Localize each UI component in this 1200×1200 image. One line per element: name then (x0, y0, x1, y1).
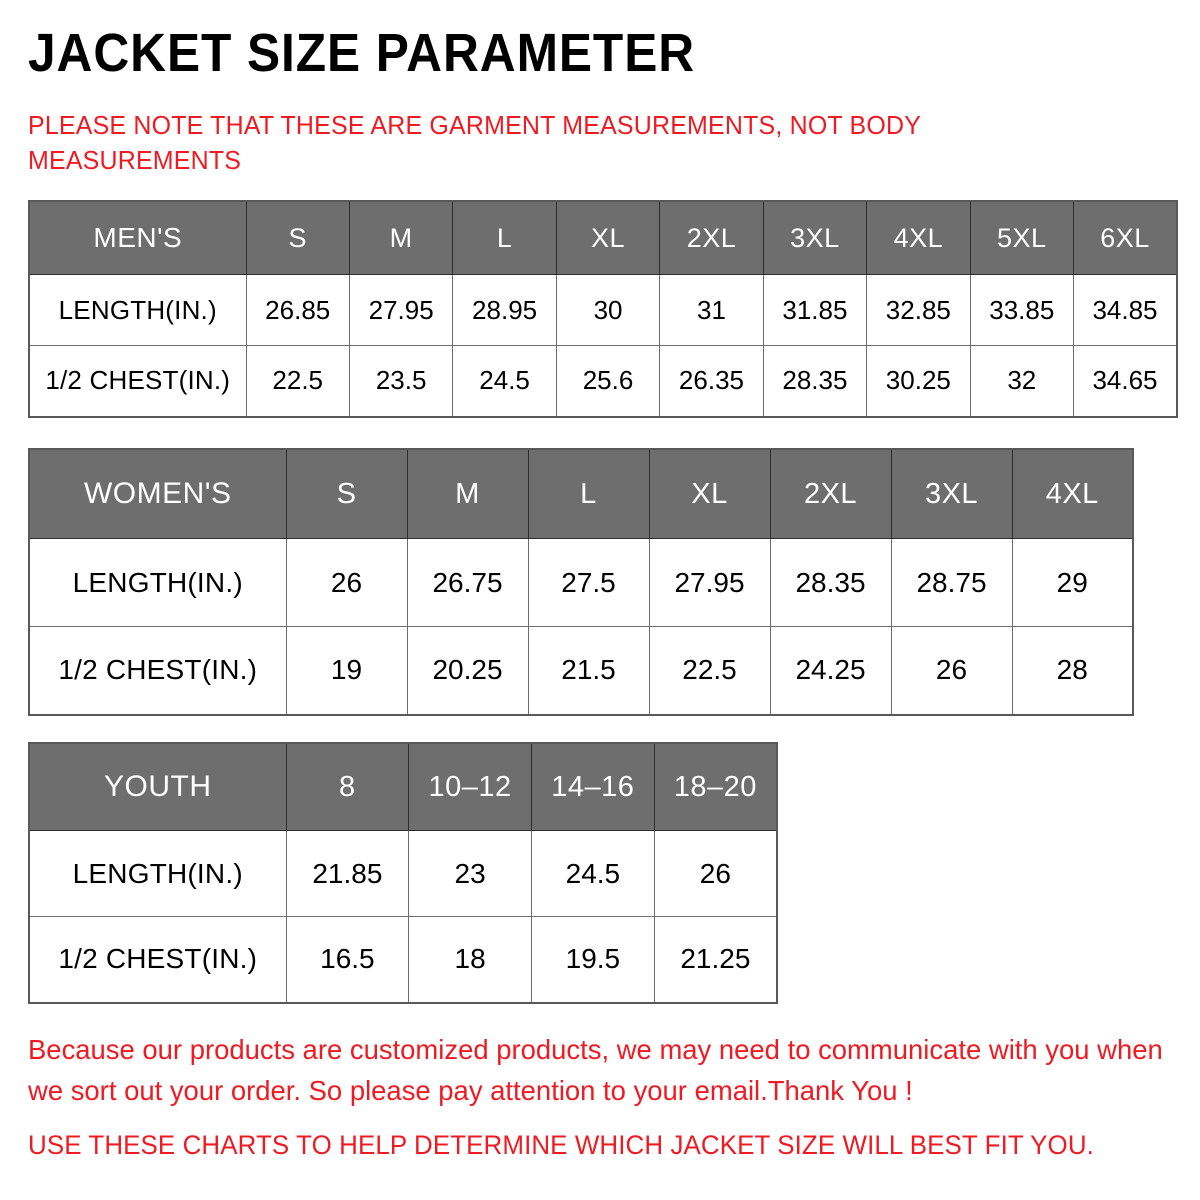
measurement-value: 26.35 (659, 345, 764, 417)
measurement-value: 34.65 (1073, 345, 1178, 417)
measurement-value: 20.25 (406, 626, 529, 715)
measurement-label: 1/2 CHEST(IN.) (28, 916, 287, 1003)
measurement-value: 26.85 (245, 274, 350, 346)
measurement-value: 23.5 (348, 345, 454, 417)
measurement-value: 26.75 (406, 538, 529, 627)
measurement-value: 32.85 (866, 274, 971, 346)
size-header-cell: S (245, 200, 350, 275)
measurement-value: 22.5 (648, 626, 771, 715)
measurement-label: 1/2 CHEST(IN.) (28, 626, 287, 715)
size-header-cell: M (348, 200, 454, 275)
measurement-label: LENGTH(IN.) (28, 274, 247, 346)
youth-size-table: YOUTH 8 10–12 14–16 18–20 LENGTH(IN.) 21.85 23… (28, 742, 778, 1004)
page-title: JACKET SIZE PARAMETER (28, 23, 696, 83)
size-header-cell: 10–12 (408, 742, 532, 831)
measurement-label: LENGTH(IN.) (28, 830, 287, 917)
measurement-value: 24.5 (452, 345, 557, 417)
size-header-cell: M (406, 448, 529, 539)
measurement-value: 22.5 (245, 345, 350, 417)
table-header-row: YOUTH 8 10–12 14–16 18–20 (28, 742, 778, 831)
size-header-cell: 2XL (659, 200, 764, 275)
measurement-value: 28.75 (890, 538, 1013, 627)
table-row: LENGTH(IN.) 21.85 23 24.5 26 (28, 830, 778, 917)
size-header-cell: 2XL (769, 448, 892, 539)
measurement-value: 28.35 (769, 538, 892, 627)
measurement-value: 30.25 (866, 345, 971, 417)
measurement-value: 19.5 (531, 916, 655, 1003)
size-header-cell: 4XL (1011, 448, 1134, 539)
mens-table-body: LENGTH(IN.) 26.85 27.95 28.95 30 31 31.85 32.85… (28, 274, 1178, 417)
table-row: 1/2 CHEST(IN.) 19 20.25 21.5 22.5 24.25 26 28 (28, 626, 1134, 715)
size-header-cell: 18–20 (653, 742, 778, 831)
youth-table-head: YOUTH 8 10–12 14–16 18–20 (28, 742, 778, 831)
measurement-value: 31 (659, 274, 764, 346)
womens-table-body: LENGTH(IN.) 26 26.75 27.5 27.95 28.35 28.75 29 1… (28, 538, 1134, 715)
table-title-women-s: WOMEN'S (28, 448, 287, 539)
measurement-value: 32 (969, 345, 1075, 417)
garment-measurement-note: PLEASE NOTE THAT THESE ARE GARMENT MEASU… (28, 110, 921, 175)
measurement-value: 27.95 (648, 538, 771, 627)
measurement-value: 29 (1011, 538, 1134, 627)
measurement-value: 28 (1011, 626, 1134, 715)
measurement-value: 27.5 (527, 538, 650, 627)
measurement-value: 34.85 (1073, 274, 1178, 346)
size-header-cell: L (452, 200, 557, 275)
size-header-cell: XL (648, 448, 771, 539)
measurement-value: 33.85 (969, 274, 1075, 346)
size-header-cell: 14–16 (531, 742, 655, 831)
table-header-row: WOMEN'S S M L XL 2XL 3XL 4XL (28, 448, 1134, 539)
youth-table-body: LENGTH(IN.) 21.85 23 24.5 26 1/2 CHEST(IN.) 16… (28, 830, 778, 1003)
measurement-label: LENGTH(IN.) (28, 538, 287, 627)
measurement-value: 30 (555, 274, 661, 346)
mens-table-head: MEN'S S M L XL 2XL 3XL 4XL 5XL 6XL (28, 200, 1178, 275)
size-header-cell: 6XL (1073, 200, 1178, 275)
measurement-value: 19 (285, 626, 408, 715)
measurement-value: 28.35 (762, 345, 868, 417)
measurement-value: 25.6 (555, 345, 661, 417)
size-header-cell: 5XL (969, 200, 1075, 275)
table-header-row: MEN'S S M L XL 2XL 3XL 4XL 5XL 6XL (28, 200, 1178, 275)
table-row: 1/2 CHEST(IN.) 22.5 23.5 24.5 25.6 26.35 28.35… (28, 345, 1178, 417)
measurement-value: 21.85 (285, 830, 410, 917)
measurement-value: 31.85 (762, 274, 868, 346)
womens-table-head: WOMEN'S S M L XL 2XL 3XL 4XL (28, 448, 1134, 539)
table-title-men-s: MEN'S (28, 200, 247, 275)
measurement-value: 26 (890, 626, 1013, 715)
womens-size-table: WOMEN'S S M L XL 2XL 3XL 4XL LENGTH(IN.) 26 26.75… (28, 448, 1134, 716)
measurement-value: 26 (285, 538, 408, 627)
size-header-cell: S (285, 448, 408, 539)
size-header-cell: XL (555, 200, 661, 275)
measurement-value: 21.25 (653, 916, 778, 1003)
measurement-value: 27.95 (348, 274, 454, 346)
table-row: LENGTH(IN.) 26.85 27.95 28.95 30 31 31.85 32.85… (28, 274, 1178, 346)
size-header-cell: 3XL (890, 448, 1013, 539)
table-row: 1/2 CHEST(IN.) 16.5 18 19.5 21.25 (28, 916, 778, 1003)
size-header-cell: 3XL (762, 200, 868, 275)
measurement-value: 23 (408, 830, 532, 917)
size-header-cell: 4XL (866, 200, 971, 275)
measurement-value: 24.5 (531, 830, 655, 917)
table-title-youth: YOUTH (28, 742, 287, 831)
mens-size-table: MEN'S S M L XL 2XL 3XL 4XL 5XL 6XL LENGTH(IN.) 26.… (28, 200, 1178, 418)
measurement-value: 16.5 (285, 916, 410, 1003)
measurement-value: 28.95 (452, 274, 557, 346)
size-header-cell: L (527, 448, 650, 539)
measurement-label: 1/2 CHEST(IN.) (28, 345, 247, 417)
measurement-value: 24.25 (769, 626, 892, 715)
table-row: LENGTH(IN.) 26 26.75 27.5 27.95 28.35 28.75 29 (28, 538, 1134, 627)
size-header-cell: 8 (285, 742, 410, 831)
customized-products-note: Because our products are customized prod… (28, 1034, 1163, 1106)
use-charts-note: USE THESE CHARTS TO HELP DETERMINE WHICH… (28, 1130, 1094, 1160)
measurement-value: 21.5 (527, 626, 650, 715)
measurement-value: 18 (408, 916, 532, 1003)
measurement-value: 26 (653, 830, 778, 917)
